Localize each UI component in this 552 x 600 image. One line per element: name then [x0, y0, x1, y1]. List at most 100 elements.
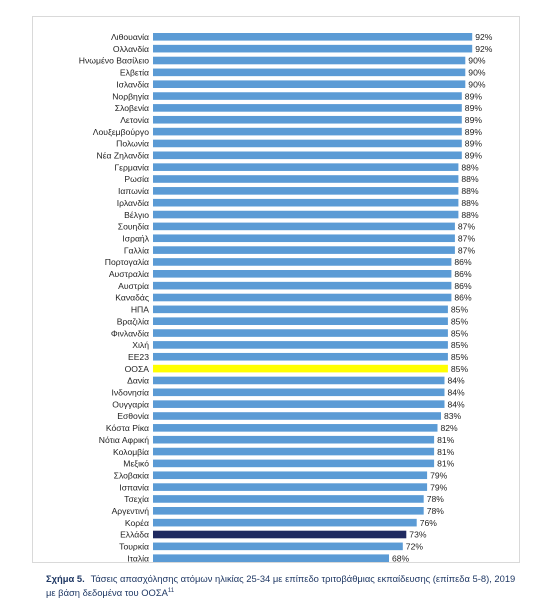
- bar: [153, 471, 428, 480]
- value-label: 86%: [454, 269, 472, 279]
- value-label: 89%: [465, 115, 483, 125]
- category-label: Γερμανία: [114, 162, 149, 172]
- bar: [153, 115, 462, 124]
- bar: [153, 518, 417, 527]
- caption-text: Τάσεις απασχόλησης ατόμων ηλικίας 25-34 …: [46, 573, 516, 599]
- bar: [153, 554, 389, 562]
- value-label: 73%: [409, 530, 427, 540]
- bar: [153, 222, 455, 231]
- value-label: 89%: [465, 91, 483, 101]
- bar: [153, 483, 428, 491]
- bar: [153, 210, 459, 219]
- bar: [153, 329, 448, 337]
- category-label: Μεξικό: [123, 459, 149, 469]
- bar: [153, 127, 462, 136]
- category-label: Τσεχία: [124, 494, 149, 504]
- footnote-ref: 11: [167, 588, 175, 594]
- value-label: 87%: [458, 222, 476, 232]
- value-label: 88%: [461, 174, 479, 184]
- category-label: Αυστρία: [118, 281, 149, 291]
- category-label: ΗΠΑ: [131, 305, 149, 315]
- category-label: Λετονία: [120, 115, 149, 125]
- value-label: 87%: [458, 233, 476, 243]
- category-label: Ολλανδία: [113, 44, 149, 54]
- bar: [153, 293, 452, 302]
- value-label: 86%: [454, 293, 472, 303]
- value-label: 88%: [461, 210, 479, 220]
- bar: [153, 495, 424, 503]
- figure-number: Σχήμα 5.: [46, 573, 85, 584]
- bar: [153, 388, 445, 397]
- category-label: Νότια Αφρική: [99, 435, 149, 445]
- value-label: 88%: [461, 186, 479, 196]
- bar: [153, 104, 462, 112]
- category-label: Δανία: [127, 376, 149, 386]
- bar: [153, 258, 452, 266]
- bar: [153, 198, 459, 207]
- bar: [153, 424, 438, 432]
- bar: [153, 317, 448, 325]
- bar: [153, 459, 435, 468]
- category-label: Κορέα: [125, 518, 149, 528]
- value-label: 85%: [451, 316, 469, 326]
- value-label: 92%: [475, 44, 493, 54]
- bar: [153, 246, 455, 254]
- category-label: Ρωσία: [124, 174, 149, 184]
- category-label: Ινδονησία: [111, 388, 149, 398]
- category-label: Ουγγαρία: [112, 399, 149, 409]
- category-label: Ηνωμένο Βασίλειο: [79, 56, 149, 66]
- category-label: Ελλάδα: [120, 530, 149, 540]
- category-label: Ισπανία: [119, 482, 149, 492]
- value-label: 90%: [468, 56, 486, 66]
- bar: [153, 352, 448, 361]
- category-label: Χιλή: [132, 340, 149, 350]
- category-label: Βέλγιο: [124, 210, 149, 220]
- value-label: 81%: [437, 435, 455, 445]
- value-label: 86%: [454, 257, 472, 267]
- category-label: Ιαπωνία: [118, 186, 149, 196]
- value-label: 79%: [430, 482, 448, 492]
- category-label: Νέα Ζηλανδία: [96, 151, 149, 161]
- category-label: Φινλανδία: [111, 328, 149, 338]
- category-label: Κόστα Ρίκα: [106, 423, 149, 433]
- category-label: Ελβετία: [120, 68, 149, 78]
- category-label: Ιρλανδία: [117, 198, 149, 208]
- bar: [153, 187, 459, 195]
- bar: [153, 151, 462, 160]
- category-label: Λιθουανία: [111, 32, 149, 42]
- category-label: Γαλλία: [124, 245, 149, 255]
- value-label: 85%: [451, 328, 469, 338]
- value-label: 88%: [461, 198, 479, 208]
- value-label: 81%: [437, 447, 455, 457]
- category-label: Σλοβακία: [114, 470, 149, 480]
- bar: [153, 92, 462, 100]
- value-label: 72%: [406, 542, 424, 552]
- value-label: 84%: [448, 399, 466, 409]
- value-label: 89%: [465, 151, 483, 161]
- bar: [153, 305, 448, 314]
- category-label: Τουρκία: [119, 542, 149, 552]
- bar: [153, 68, 466, 77]
- value-label: 85%: [451, 364, 469, 374]
- bar: [153, 341, 448, 349]
- category-label: Πορτογαλία: [105, 257, 149, 267]
- value-label: 82%: [441, 423, 459, 433]
- value-label: 89%: [465, 127, 483, 137]
- category-label: Σλοβενία: [115, 103, 149, 113]
- bar: [153, 33, 473, 41]
- value-label: 86%: [454, 281, 472, 291]
- bar: [153, 56, 466, 65]
- value-label: 90%: [468, 68, 486, 78]
- bar: [153, 234, 455, 243]
- bar: [153, 270, 452, 278]
- value-label: 84%: [448, 388, 466, 398]
- bar: [153, 44, 473, 53]
- value-label: 87%: [458, 245, 476, 255]
- value-label: 78%: [427, 506, 445, 516]
- bar: [153, 435, 435, 444]
- bar: [153, 364, 448, 373]
- value-label: 88%: [461, 162, 479, 172]
- category-label: Ισραήλ: [122, 233, 149, 243]
- bar-chart: Λιθουανία 92% Ολλανδία 92% Ηνωμένο Βασίλειο 9…: [79, 32, 493, 563]
- value-label: 89%: [465, 103, 483, 113]
